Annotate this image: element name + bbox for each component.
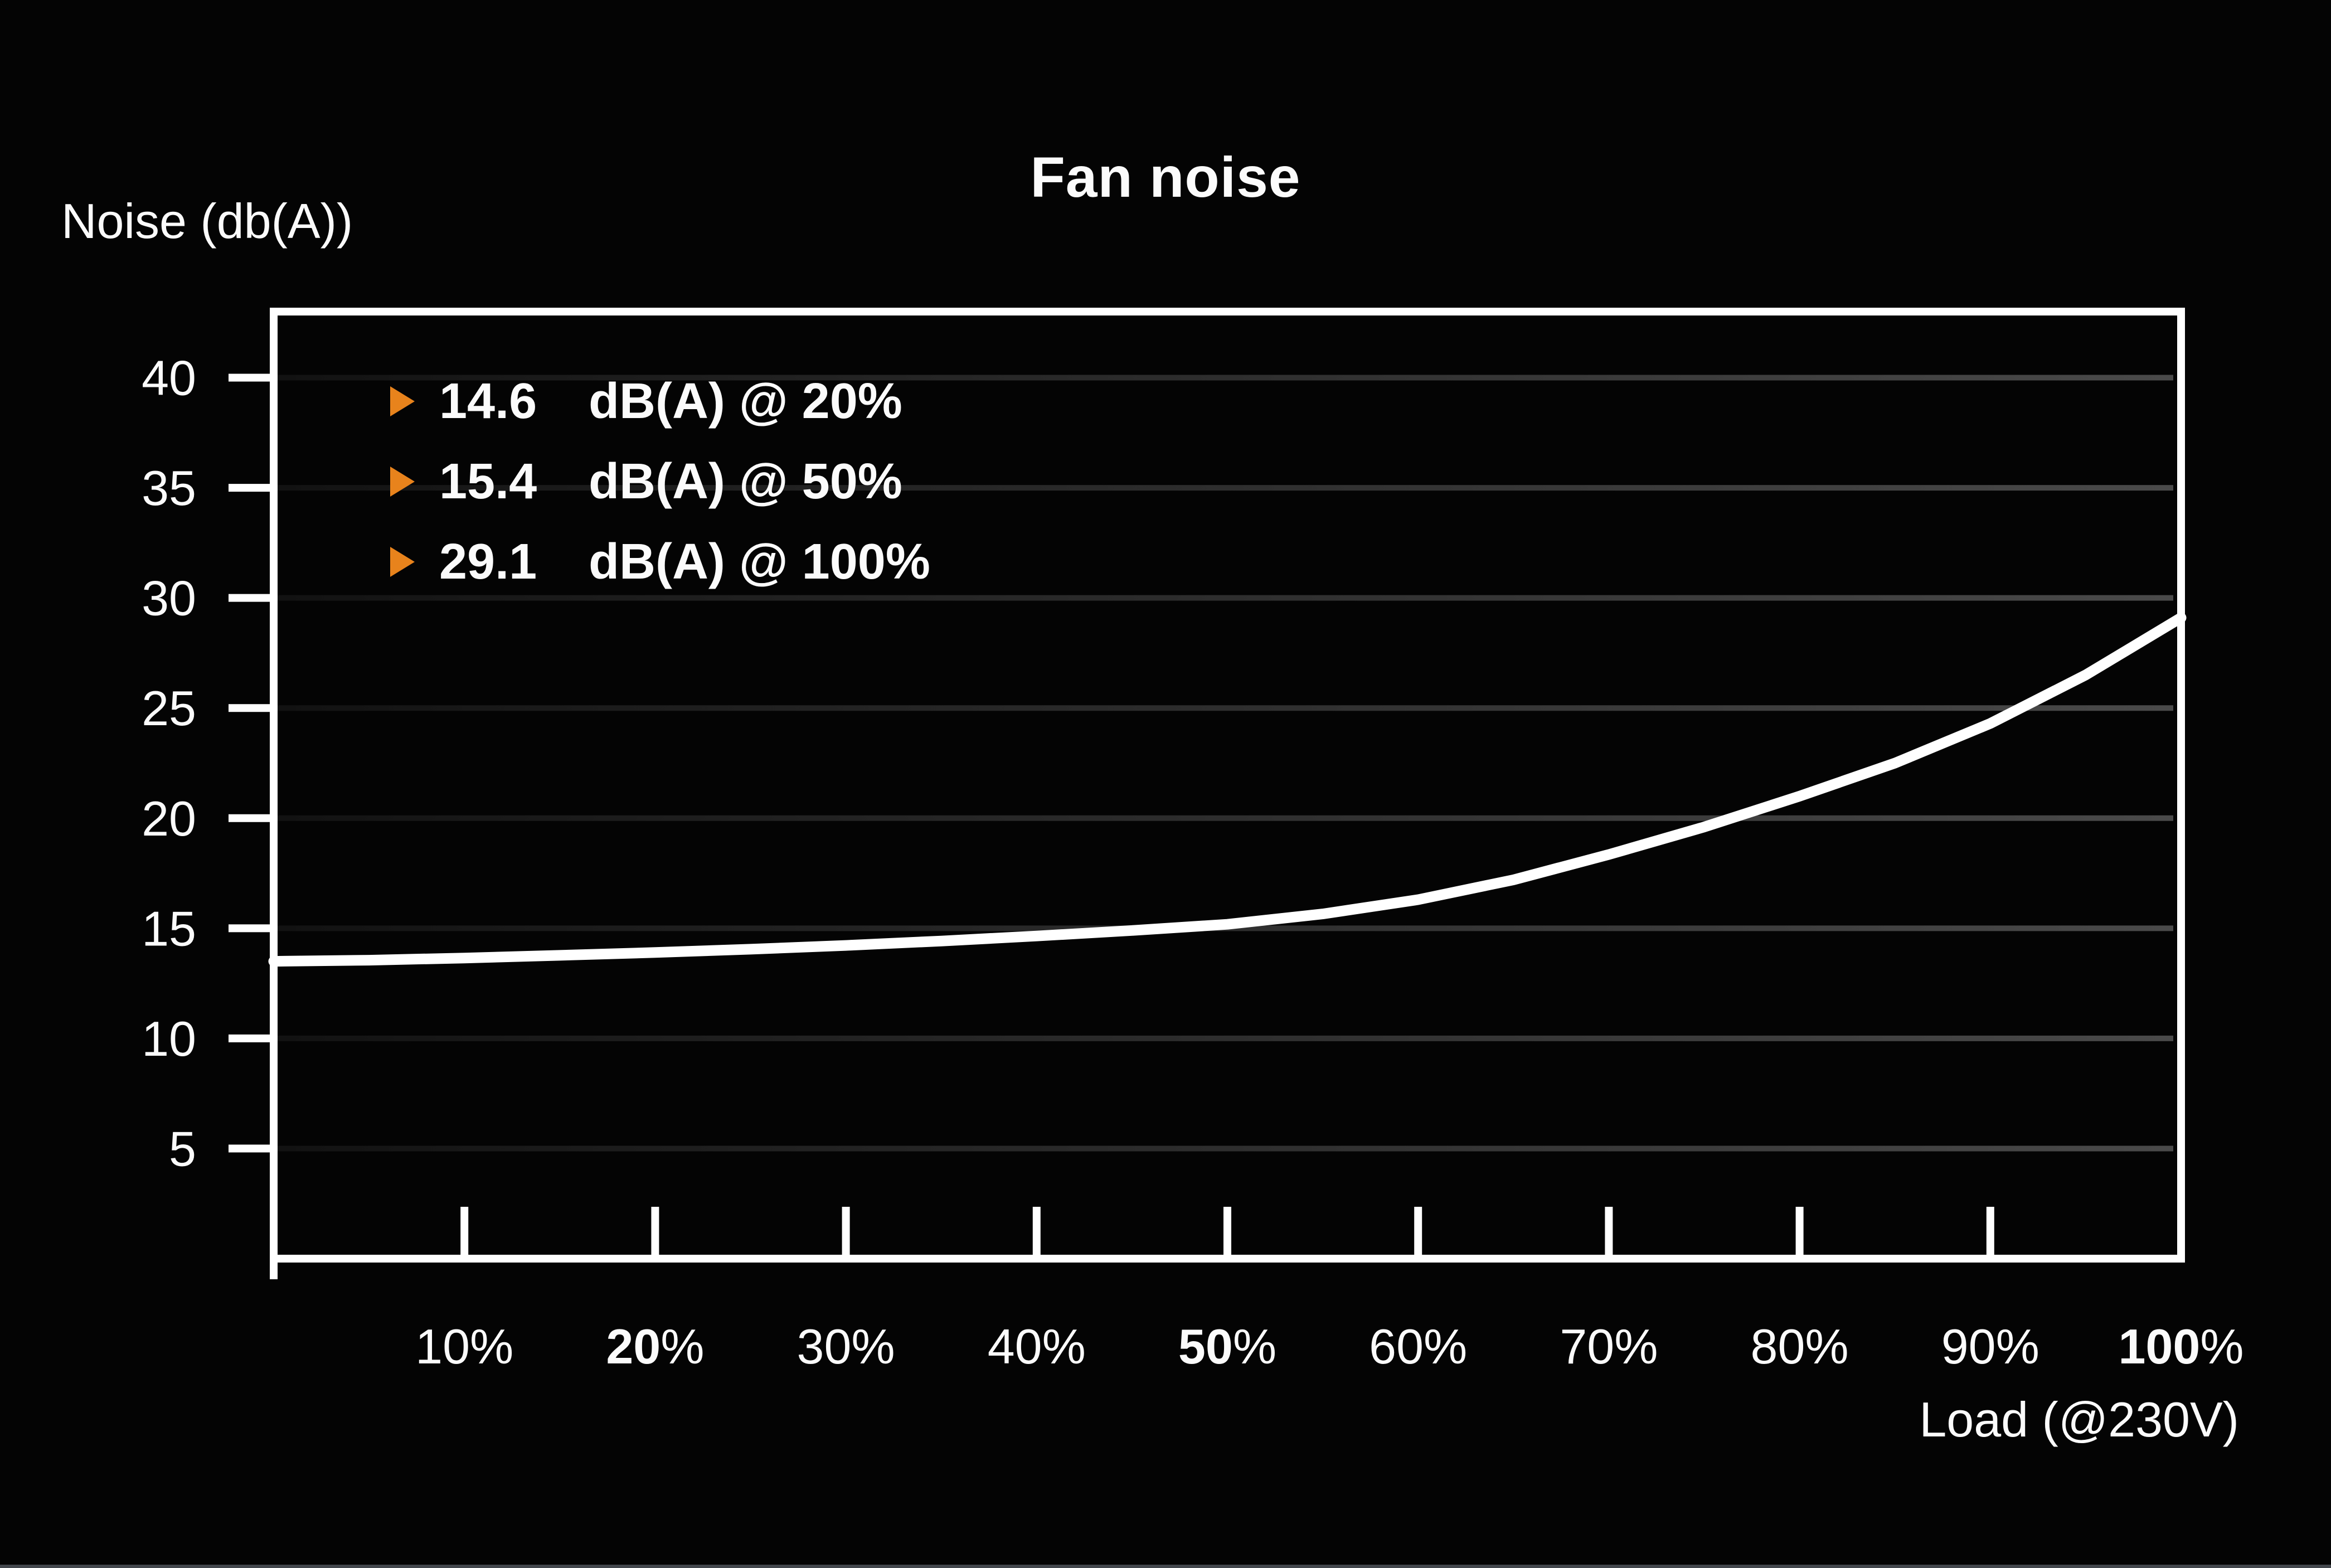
legend-item-1: 15.4 dB(A) @ 50%: [390, 453, 930, 511]
x-axis-line: [270, 1255, 2185, 1263]
y-tick-40: [229, 373, 270, 382]
x-tick-80: [1795, 1207, 1804, 1255]
y-tick-25: [229, 704, 270, 712]
x-tick-60: [1414, 1207, 1422, 1255]
legend-label: dB(A) @ 20%: [589, 373, 902, 429]
x-tick-label-70: 70%: [1560, 1319, 1658, 1374]
x-tick-40: [1032, 1207, 1041, 1255]
chart-title: Fan noise: [1030, 145, 1301, 209]
x-tick-label-20: 20%: [606, 1319, 704, 1374]
x-tick-label-90: 90%: [1941, 1319, 2039, 1374]
y-axis-title: Noise (db(A)): [61, 193, 353, 249]
legend-value: 29.1: [439, 533, 537, 590]
y-tick-label-20: 20: [142, 791, 196, 846]
legend-item-0: 14.6 dB(A) @ 20%: [390, 372, 930, 430]
y-axis-line: [270, 308, 278, 1263]
y-tick-35: [229, 484, 270, 492]
x-tick-label-30: 30%: [797, 1319, 895, 1374]
x-tick-label-10: 10%: [415, 1319, 513, 1374]
x-tick-label-60: 60%: [1369, 1319, 1467, 1374]
y-tick-label-10: 10: [142, 1011, 196, 1066]
legend-triangle-icon: [390, 386, 415, 416]
y-tick-label-30: 30: [142, 571, 196, 626]
plot-top-border: [270, 308, 2185, 315]
y-tick-label-5: 5: [169, 1121, 196, 1176]
legend-item-2: 29.1 dB(A) @ 100%: [390, 533, 930, 591]
y-tick-15: [229, 924, 270, 933]
x-tick-50: [1223, 1207, 1231, 1255]
x-axis-title: Load (@230V): [1919, 1392, 2239, 1447]
y-tick-20: [229, 814, 270, 822]
x-tick-90: [1986, 1207, 1994, 1255]
legend-triangle-icon: [390, 547, 415, 577]
y-axis-tail: [270, 1263, 278, 1279]
y-tick-5: [229, 1144, 270, 1153]
y-tick-30: [229, 594, 270, 602]
x-tick-label-50: 50%: [1178, 1319, 1276, 1374]
legend-value: 15.4: [439, 453, 537, 509]
legend-value: 14.6: [439, 373, 537, 429]
x-tick-label-80: 80%: [1751, 1319, 1849, 1374]
legend-label: dB(A) @ 100%: [589, 533, 930, 590]
x-tick-20: [651, 1207, 659, 1255]
y-tick-label-40: 40: [142, 351, 196, 406]
y-tick-label-15: 15: [142, 901, 196, 956]
chart-legend: 14.6 dB(A) @ 20% 15.4 dB(A) @ 50% 29.1 dB(A) …: [390, 372, 930, 613]
plot-right-border: [2177, 308, 2185, 1263]
y-tick-label-35: 35: [142, 460, 196, 516]
x-tick-30: [842, 1207, 850, 1255]
y-tick-label-25: 25: [142, 681, 196, 736]
y-tick-10: [229, 1034, 270, 1042]
x-tick-10: [460, 1207, 469, 1255]
noise-curve: [268, 612, 2187, 967]
bottom-edge-line: [0, 1565, 2331, 1568]
x-tick-label-40: 40%: [988, 1319, 1086, 1374]
x-tick-70: [1605, 1207, 1613, 1255]
x-tick-label-100: 100%: [2118, 1319, 2243, 1374]
legend-label: dB(A) @ 50%: [589, 453, 902, 509]
legend-triangle-icon: [390, 467, 415, 497]
